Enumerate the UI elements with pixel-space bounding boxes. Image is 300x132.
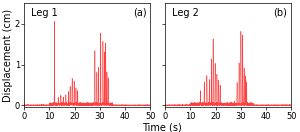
Text: (a): (a): [133, 8, 146, 18]
Text: (b): (b): [274, 8, 287, 18]
Text: Time (s): Time (s): [142, 122, 182, 132]
Text: Leg 2: Leg 2: [172, 8, 198, 18]
Y-axis label: Displacement (cm): Displacement (cm): [4, 9, 14, 102]
Text: Leg 1: Leg 1: [31, 8, 57, 18]
